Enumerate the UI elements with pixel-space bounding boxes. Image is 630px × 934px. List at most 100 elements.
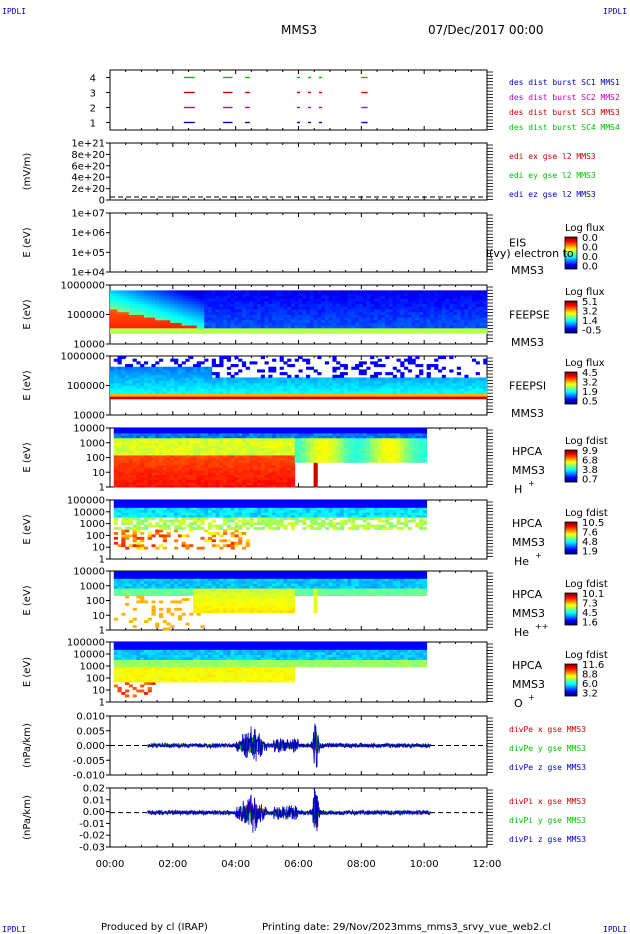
spectrogram-cell: [336, 388, 341, 392]
spectrogram-cell: [113, 482, 118, 485]
spectrogram-cell: [264, 432, 269, 436]
spectrogram-cell: [468, 319, 473, 323]
spectrogram-cell: [385, 311, 390, 315]
spectrogram-cell: [257, 442, 262, 446]
spectrogram-cell: [143, 474, 149, 478]
spectrogram-cell: [226, 295, 232, 299]
spectrogram-cell: [204, 327, 209, 331]
spectrogram-cell: [479, 396, 484, 400]
spectrogram-cell: [260, 311, 265, 315]
spectrogram-cell: [219, 380, 224, 384]
spectrogram-cell: [234, 393, 239, 397]
spectrogram-cell: [234, 303, 239, 307]
spectrogram-cell: [279, 447, 284, 451]
spectrogram-cell: [422, 311, 428, 315]
spectrogram-cell: [298, 314, 303, 318]
spectrogram-cell: [306, 309, 311, 313]
colorbar-cell: [565, 254, 577, 256]
spectrogram-cell: [151, 314, 156, 318]
spectrogram-cell: [143, 440, 149, 444]
spectrogram-cell: [430, 382, 435, 386]
spectrogram-cell: [471, 301, 477, 305]
spectrogram-cell: [215, 442, 220, 446]
spectrogram-cell: [196, 325, 201, 329]
spectrogram-cell: [317, 430, 322, 434]
spectrogram-cell: [245, 447, 250, 451]
spectrogram-cell: [189, 319, 194, 323]
spectrogram-cell: [174, 437, 179, 441]
spectrogram-cell: [223, 393, 228, 397]
spectrogram-cell: [309, 432, 314, 436]
spectrogram-cell: [185, 452, 190, 456]
spectrogram-cell: [166, 447, 171, 451]
spectrogram-cell: [419, 440, 424, 444]
spectrogram-cell: [445, 393, 450, 397]
spectrogram-cell: [185, 382, 190, 386]
spectrogram-cell: [177, 445, 183, 449]
spectrogram-cell: [324, 455, 330, 458]
spectrogram-cell: [140, 472, 145, 476]
spectrogram-cell: [272, 428, 277, 431]
spectrogram-cell: [309, 450, 314, 453]
spectrogram-cell: [260, 322, 265, 326]
spectrogram-cell: [264, 382, 269, 386]
spectrogram-cell: [456, 325, 462, 329]
spectrogram-cell: [113, 462, 118, 466]
title-date: 07/Dec/2017 00:00: [428, 23, 544, 37]
spectrogram-cell: [313, 462, 318, 466]
spectrogram-cell: [234, 464, 239, 468]
spectrogram-cell: [366, 432, 371, 436]
spectrogram-cell: [223, 440, 228, 444]
spectrogram-cell: [309, 319, 314, 323]
spectrogram-cell: [471, 314, 477, 318]
spectrogram-cell: [347, 382, 352, 386]
spectrogram-cell: [366, 382, 371, 386]
spectrogram-cell: [411, 322, 416, 326]
spectrogram-cell: [245, 380, 250, 384]
spectrogram-cell: [136, 303, 141, 307]
spectrogram-cell: [351, 377, 356, 381]
spectrogram-cell: [313, 298, 318, 302]
spectrogram-cell: [204, 447, 209, 451]
y-tick-label: 1000000: [60, 281, 105, 292]
spectrogram-cell: [362, 317, 367, 321]
spectrogram-cell: [140, 382, 145, 386]
spectrogram-cell: [204, 462, 209, 466]
spectrogram-cell: [449, 385, 454, 389]
spectrogram-cell: [226, 314, 232, 318]
spectrogram-cell: [321, 442, 326, 446]
spectrogram-cell: [155, 474, 160, 478]
spectrogram-cell: [211, 477, 216, 481]
spectrogram-cell: [445, 290, 450, 294]
spectrogram-cell: [290, 390, 296, 394]
spectrogram-cell: [128, 377, 134, 381]
y-axis-label: E (eV): [22, 370, 33, 400]
spectrogram-cell: [208, 309, 213, 313]
spectrogram-cell: [317, 311, 322, 315]
spectrogram-cell: [226, 457, 232, 461]
spectrogram-cell: [253, 477, 258, 481]
spectrogram-cell: [275, 393, 281, 397]
colorbar-cell: [565, 304, 577, 306]
spectrogram-cell: [170, 477, 175, 481]
spectrogram-cell: [298, 442, 303, 446]
spectrogram-cell: [245, 382, 250, 386]
spectrogram-cell: [317, 388, 322, 392]
spectrogram-cell: [381, 457, 386, 461]
spectrogram-cell: [147, 380, 152, 384]
spectrogram-cell: [128, 467, 134, 471]
spectrogram-cell: [268, 325, 273, 329]
spectrogram-cell: [234, 388, 239, 392]
spectrogram-cell: [170, 295, 175, 299]
spectrogram-cell: [147, 327, 152, 331]
spectrogram-cell: [460, 314, 465, 318]
spectrogram-cell: [249, 447, 254, 451]
spectrogram-cell: [159, 442, 164, 446]
spectrogram-cell: [166, 303, 171, 307]
spectrogram-cell: [151, 377, 156, 381]
spectrogram-cell: [132, 435, 137, 439]
spectrogram-cell: [208, 322, 213, 326]
spectrogram-cell: [264, 459, 269, 463]
colorbar-cell: [565, 454, 577, 456]
